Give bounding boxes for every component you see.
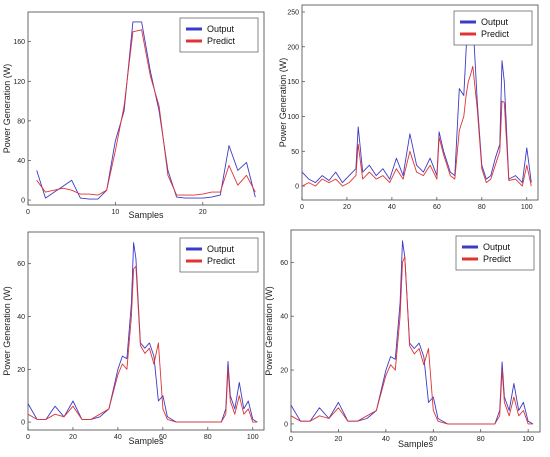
legend-label-predict: Predict (481, 29, 510, 39)
legend: Output Predict (455, 235, 535, 271)
legend-box (453, 10, 533, 46)
x-tick-label: 60 (433, 204, 441, 211)
x-tick-label: 80 (477, 436, 485, 443)
x-tick-label: 20 (69, 434, 77, 441)
x-tick-label: 60 (429, 436, 437, 443)
x-tick-label: 20 (335, 436, 343, 443)
y-tick-label: 120 (13, 79, 25, 86)
series-line-predict (27, 265, 258, 423)
legend-label-predict: Predict (207, 256, 236, 266)
y-tick-label: 50 (291, 149, 299, 156)
x-axis-label: Samples (398, 439, 434, 449)
x-tick-label: 40 (388, 204, 396, 211)
y-tick-label: 160 (13, 39, 25, 46)
y-axis-label: Power Generation (W) (2, 286, 12, 376)
chart-panel-1: 0 10 20 0 40 80 120 160 Samples Power Generation … (2, 11, 265, 220)
x-tick-label: 100 (521, 204, 533, 211)
legend-label-output: Output (483, 242, 511, 252)
y-tick-label: 0 (284, 421, 288, 428)
legend: Output Predict (179, 17, 259, 53)
series-line-output (301, 12, 532, 184)
x-axis-label: Samples (128, 210, 164, 220)
legend-label-output: Output (207, 244, 235, 254)
y-tick-label: 40 (17, 158, 25, 165)
x-tick-label: 0 (300, 204, 304, 211)
y-tick-label: 60 (17, 261, 25, 268)
y-tick-label: 60 (280, 260, 288, 267)
x-tick-label: 0 (289, 436, 293, 443)
chart-panel-2: 0 20 40 60 80 100 0 50 100 150 200 250 Power Generat… (278, 4, 539, 211)
x-tick-label: 100 (247, 434, 259, 441)
x-tick-label: 20 (199, 209, 207, 216)
y-tick-label: 40 (17, 314, 25, 321)
y-axis-label: Power Generation (W) (264, 286, 274, 376)
legend-label-output: Output (481, 17, 509, 27)
x-tick-label: 10 (112, 209, 120, 216)
series-line-predict (36, 29, 256, 196)
legend-label-predict: Predict (207, 36, 236, 46)
legend-box (179, 17, 259, 53)
x-tick-label: 80 (478, 204, 486, 211)
y-tick-label: 0 (295, 184, 299, 191)
y-tick-label: 20 (280, 368, 288, 375)
y-tick-label: 80 (17, 118, 25, 125)
series-line-predict (290, 256, 533, 425)
y-axis-label: Power Generation (W) (278, 58, 288, 148)
y-tick-label: 150 (287, 79, 299, 86)
y-tick-label: 40 (280, 314, 288, 321)
x-tick-label: 100 (522, 436, 534, 443)
y-tick-label: 0 (21, 198, 25, 205)
legend-label-output: Output (207, 24, 235, 34)
x-tick-label: 60 (159, 434, 167, 441)
x-tick-label: 80 (204, 434, 212, 441)
x-tick-label: 0 (26, 434, 30, 441)
series-line-predict (301, 65, 532, 187)
y-tick-label: 100 (287, 114, 299, 121)
x-tick-label: 20 (343, 204, 351, 211)
legend-box (179, 237, 259, 273)
legend: Output Predict (453, 10, 533, 46)
y-tick-label: 20 (17, 367, 25, 374)
x-axis-label: Samples (128, 436, 164, 446)
y-axis-label: Power Generation (W) (2, 64, 12, 154)
y-tick-label: 200 (287, 44, 299, 51)
legend-box (455, 235, 535, 271)
x-tick-label: 40 (114, 434, 122, 441)
y-tick-label: 250 (287, 9, 299, 16)
legend: Output Predict (179, 237, 259, 273)
x-tick-label: 0 (26, 209, 30, 216)
x-tick-label: 40 (382, 436, 390, 443)
y-tick-label: 0 (21, 420, 25, 427)
series-line-output (36, 21, 256, 200)
legend-label-predict: Predict (483, 254, 512, 264)
